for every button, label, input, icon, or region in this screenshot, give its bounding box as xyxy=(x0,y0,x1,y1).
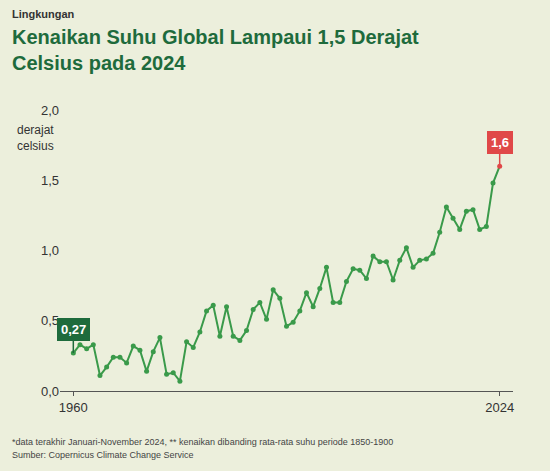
svg-text:derajatcelsius: derajatcelsius xyxy=(17,123,54,153)
svg-text:0,0: 0,0 xyxy=(41,384,59,399)
svg-text:1,6: 1,6 xyxy=(491,135,509,150)
svg-text:Lingkungan: Lingkungan xyxy=(12,8,75,20)
svg-text:1960: 1960 xyxy=(59,400,88,415)
svg-text:Sumber: Copernicus Climate Cha: Sumber: Copernicus Climate Change Servic… xyxy=(12,450,194,460)
svg-text:*data terakhir Januari-Novembe: *data terakhir Januari-November 2024, **… xyxy=(12,437,393,447)
svg-text:2024: 2024 xyxy=(485,400,514,415)
svg-text:Kenaikan Suhu Global Lampaui 1: Kenaikan Suhu Global Lampaui 1,5 Derajat… xyxy=(12,26,419,74)
svg-text:0,5: 0,5 xyxy=(41,313,59,328)
svg-text:0,27: 0,27 xyxy=(61,322,86,337)
svg-text:1,0: 1,0 xyxy=(41,243,59,258)
svg-text:1,5: 1,5 xyxy=(41,173,59,188)
svg-text:2,0: 2,0 xyxy=(41,103,59,118)
